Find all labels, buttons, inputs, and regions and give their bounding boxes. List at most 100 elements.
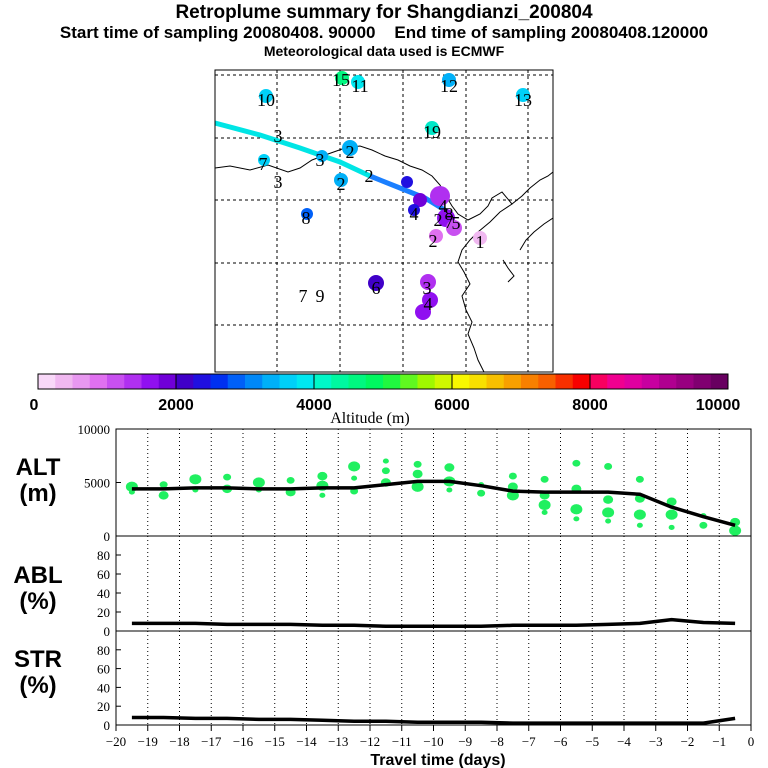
map-day-label: 2	[346, 142, 355, 162]
alt-label-line2: (m)	[19, 480, 57, 507]
str-panel-label: STR (%)	[3, 647, 73, 699]
map-day-label: 2	[429, 231, 438, 251]
y-tick-label: 0	[104, 624, 111, 639]
x-tick-label: −3	[649, 734, 663, 749]
alt-scatter-point	[444, 463, 455, 472]
alt-scatter-point	[382, 458, 389, 464]
map-day-label: 13	[514, 90, 532, 110]
map-day-label: 4	[439, 196, 448, 216]
map-dot-marker	[516, 88, 530, 102]
map-day-label: 10	[257, 90, 275, 110]
map-dot-marker	[401, 176, 413, 188]
colorbar-tick-label: 0	[30, 397, 39, 414]
start-time-label: Start time of sampling 20080408. 90000	[59, 23, 376, 42]
x-tick-label: −20	[106, 734, 126, 749]
map-day-label: 9	[316, 286, 325, 306]
x-axis: −20 −19 −18 −17 −16 −15 −14 −13 −12 −11 −10 −9 −8 −7−…	[106, 725, 754, 768]
map-day-label: 2	[337, 174, 346, 194]
map-dot-marker	[334, 173, 348, 187]
x-axis-label: Travel time (days)	[370, 752, 505, 768]
str-label-line2: (%)	[19, 672, 57, 699]
colorbar-swatch	[503, 374, 522, 389]
str-label-line1: STR	[14, 646, 62, 673]
map-day-label: 2	[434, 210, 443, 230]
y-tick-label: 40	[97, 680, 110, 695]
y-tick-label: 60	[97, 567, 110, 582]
colorbar-swatch	[555, 374, 574, 389]
alt-scatter-point	[572, 459, 581, 467]
alt-scatter-point	[319, 492, 326, 498]
alt-scatter-point	[635, 475, 644, 483]
map-dot-marker	[425, 121, 439, 135]
colorbar-swatch	[124, 374, 142, 389]
x-tick-label: −2	[681, 734, 695, 749]
alt-scatter-point	[158, 491, 169, 500]
x-tick-label: −16	[233, 734, 254, 749]
colorbar-frame	[37, 373, 729, 390]
map-frame	[214, 69, 554, 373]
colorbar-swatch	[314, 374, 332, 389]
alt-scatter-point	[604, 463, 613, 470]
alt-scatter-point	[189, 474, 202, 485]
abl-panel: 80 60 40 20 0	[97, 535, 752, 639]
x-tick-label: −12	[360, 734, 380, 749]
map-day-label: 8	[302, 208, 311, 228]
y-tick-label: 80	[97, 643, 110, 658]
y-tick-label: 0	[104, 718, 111, 733]
colorbar-swatch	[296, 374, 315, 389]
colorbar-swatch	[279, 374, 298, 389]
title-block: Retroplume summary for Shangdianzi_20080…	[0, 2, 768, 59]
map-dot-marker	[420, 274, 436, 290]
met-data-label: Meteorological data used is ECMWF	[263, 43, 505, 59]
colorbar-swatch	[417, 374, 436, 389]
colorbar-swatch	[641, 374, 660, 389]
alt-scatter-point	[666, 497, 677, 507]
map-day-label: 1	[476, 232, 485, 252]
alt-scatter-point	[252, 477, 265, 488]
alt-scatter-point	[412, 469, 423, 479]
map-dot-marker	[429, 229, 443, 243]
alt-scatter-point	[665, 509, 678, 520]
map-dot-marker	[368, 275, 384, 291]
coastline-island	[502, 259, 515, 283]
y-tick-label: 20	[97, 605, 110, 620]
map-day-label: 7	[299, 286, 308, 306]
map-dot-marker	[301, 208, 313, 220]
colorbar	[37, 373, 729, 390]
alt-scatter-point	[381, 467, 390, 475]
x-tick-label: −7	[522, 734, 536, 749]
colorbar-swatch	[176, 374, 194, 389]
map-day-label: 7	[445, 212, 454, 232]
map-dot-marker	[446, 220, 462, 236]
y-tick-label: 0	[104, 529, 111, 544]
colorbar-tick-label: 2000	[158, 397, 194, 414]
map-day-label: 5	[452, 213, 461, 233]
x-tick-label: −6	[554, 734, 568, 749]
abl-label-line2: (%)	[19, 588, 57, 615]
map-dot-marker	[316, 150, 328, 162]
map-dot-marker	[258, 154, 270, 166]
x-tick-label: −4	[617, 734, 631, 749]
alt-scatter-point	[286, 476, 295, 484]
sampling-times: Start time of sampling 20080408. 90000 E…	[0, 23, 768, 43]
colorbar-swatch	[624, 374, 643, 389]
alt-scatter-point	[411, 481, 424, 492]
colorbar-swatch	[141, 374, 160, 389]
colorbar-swatch	[400, 374, 418, 389]
alt-scatter-point	[633, 509, 646, 520]
colorbar-swatch	[590, 374, 608, 389]
alt-panel: 10000 5000 0	[78, 422, 752, 544]
alt-label-line1: ALT	[15, 454, 61, 481]
colorbar-swatch	[348, 374, 367, 389]
alt-scatter-point	[317, 471, 328, 481]
map-day-label: 12	[440, 76, 458, 96]
alt-scatter-point	[538, 499, 551, 511]
alt-scatter-point	[223, 473, 232, 481]
alt-scatter-point	[477, 489, 486, 497]
colorbar-tick-label: 6000	[434, 397, 470, 414]
y-tick-label: 80	[97, 548, 110, 563]
colorbar-swatch	[710, 374, 729, 389]
colorbar-swatch	[107, 374, 125, 389]
